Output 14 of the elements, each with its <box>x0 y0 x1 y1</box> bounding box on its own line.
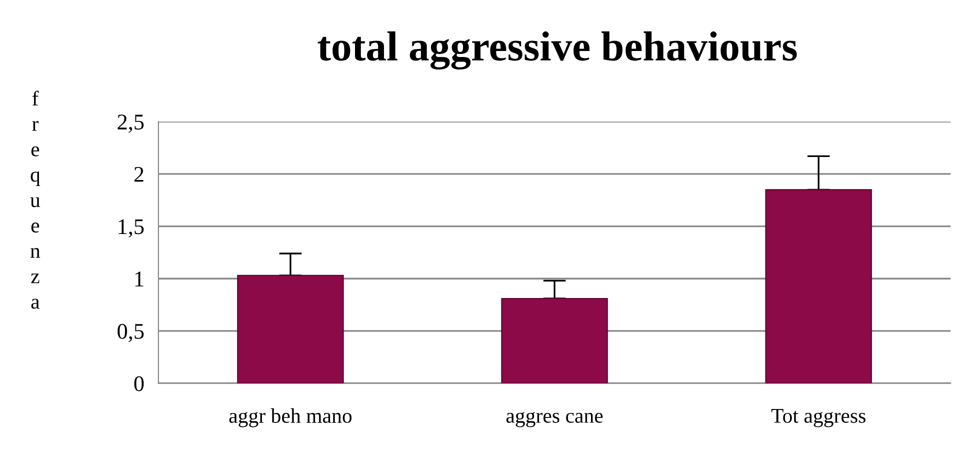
bar <box>501 298 608 384</box>
y-tick-label: 0 <box>134 376 144 392</box>
y-tick-label: 2,5 <box>118 114 144 133</box>
text: frequenza <box>30 90 40 309</box>
y-tick-label: 1 <box>135 272 144 286</box>
chart-title: total aggressive behaviours <box>318 31 797 70</box>
bar <box>237 274 344 384</box>
y-tick-label: 2 <box>134 166 144 182</box>
y-tick-label: 1,5 <box>118 219 144 238</box>
y-tick-label: 0,5 <box>118 324 144 342</box>
bar <box>765 189 872 384</box>
x-tick-label: aggr beh mano <box>229 408 352 428</box>
x-tick-label: aggres cane <box>506 412 603 428</box>
x-tick-label: Tot aggress <box>771 409 866 428</box>
